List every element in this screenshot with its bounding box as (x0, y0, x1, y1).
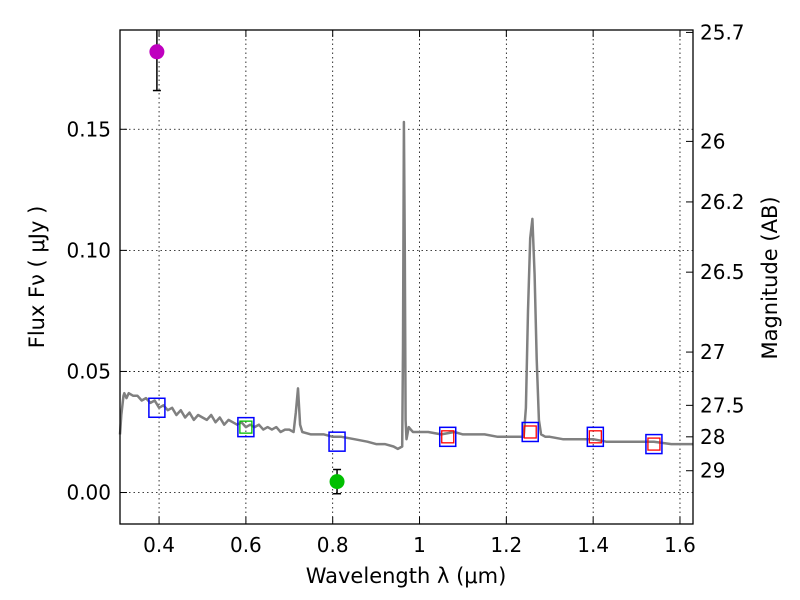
axis-ticks: 0.4 0.6 0.8 1 1.2 1.4 1.6 0.00 0.05 0.10 0.15 25.7 2… (66, 20, 744, 557)
photometry-points (148, 30, 663, 495)
x-tick-label: 1.6 (664, 533, 696, 557)
y2-tick-label: 25.7 (700, 20, 745, 44)
y2-tick-label: 29 (700, 459, 725, 483)
y-tick-label: 0.05 (66, 359, 111, 383)
model-flux-square (586, 426, 605, 448)
x-tick-label: 1 (413, 533, 426, 557)
y-tick-label: 0.15 (66, 117, 111, 141)
y2-tick-label: 26.5 (700, 260, 745, 284)
observed-flux-square (647, 437, 661, 451)
observed-flux-point (329, 474, 345, 490)
grid (120, 30, 693, 524)
observed-flux-square (441, 430, 455, 444)
x-tick-label: 0.4 (143, 533, 175, 557)
observed-flux-square (523, 425, 537, 439)
x-tick-label: 1.2 (490, 533, 522, 557)
y-tick-label: 0.10 (66, 238, 111, 262)
x-tick-label: 0.8 (317, 533, 349, 557)
y2-tick-label: 26 (700, 129, 725, 153)
model-flux-square (328, 431, 346, 452)
x-tick-label: 0.6 (230, 533, 262, 557)
model-flux-square (237, 416, 255, 438)
observed-flux-point (149, 44, 165, 60)
y2-tick-label: 26.2 (700, 190, 745, 214)
model-flux-square (645, 433, 663, 455)
observed-flux-square (239, 420, 253, 434)
y2-tick-label: 28 (700, 425, 725, 449)
y-tick-label: 0.00 (66, 481, 111, 505)
x-axis-title: Wavelength λ (μm) (306, 564, 507, 588)
y2-tick-label: 27 (700, 340, 725, 364)
model-flux-square (521, 421, 539, 443)
model-spectrum-line (118, 120, 693, 451)
model-flux-square (438, 426, 457, 448)
x-tick-label: 1.4 (577, 533, 609, 557)
y2-axis-title: Magnitude (AB) (758, 196, 782, 359)
plot-frame (119, 29, 694, 525)
model-flux-square (148, 397, 166, 419)
observed-flux-square (588, 430, 602, 444)
y2-tick-label: 27.5 (700, 393, 745, 417)
y-axis-title: Flux Fν ( μJy ) (25, 206, 49, 349)
